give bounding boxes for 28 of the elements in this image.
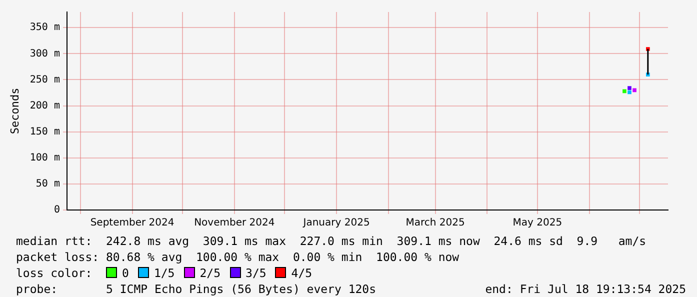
point — [622, 89, 626, 94]
y-tick-label: 350 m — [30, 22, 60, 34]
x-tick-label: January 2025 — [302, 218, 370, 229]
y-axis-title: Seconds — [8, 88, 22, 134]
legend-label: 1/5 — [152, 266, 175, 280]
legend-label: 2/5 — [198, 266, 221, 280]
text: median rtt: 242.8 ms avg 309.1 ms max 227.0 ms min 309.1 ms now 24.6 ms sd 9.9 am/s — [16, 233, 648, 249]
text: end: Fri Jul 18 19:13:54 2025 — [485, 281, 686, 297]
y-tick-label: 100 m — [30, 152, 60, 164]
legend-label: 0 — [121, 266, 129, 280]
legend-label: 3/5 — [244, 266, 266, 280]
x-tick-label: September 2024 — [90, 218, 174, 229]
x-tick-label: November 2024 — [194, 218, 275, 229]
y-tick-label: 250 m — [30, 74, 60, 86]
point — [628, 86, 632, 90]
y-tick-label: 300 m — [30, 48, 60, 60]
y-tick-label: 150 m — [30, 126, 60, 138]
y-tick-label: 200 m — [30, 100, 60, 112]
y-tick-label: 0 — [54, 204, 60, 216]
text: packet loss: 80.68 % avg 100.00 % max 0.00 % min 100.00 % now — [16, 249, 460, 265]
x-tick-label: March 2025 — [406, 218, 465, 229]
text: probe: 5 ICMP Echo Pings (56 Bytes) every 120s — [16, 282, 376, 296]
x-tick-label: May 2025 — [512, 218, 562, 229]
legend-title: loss color: — [16, 266, 94, 280]
point — [628, 90, 632, 94]
y-tick-label: 50 m — [36, 178, 60, 190]
legend-label: 4/5 — [290, 266, 312, 280]
point — [632, 88, 636, 92]
